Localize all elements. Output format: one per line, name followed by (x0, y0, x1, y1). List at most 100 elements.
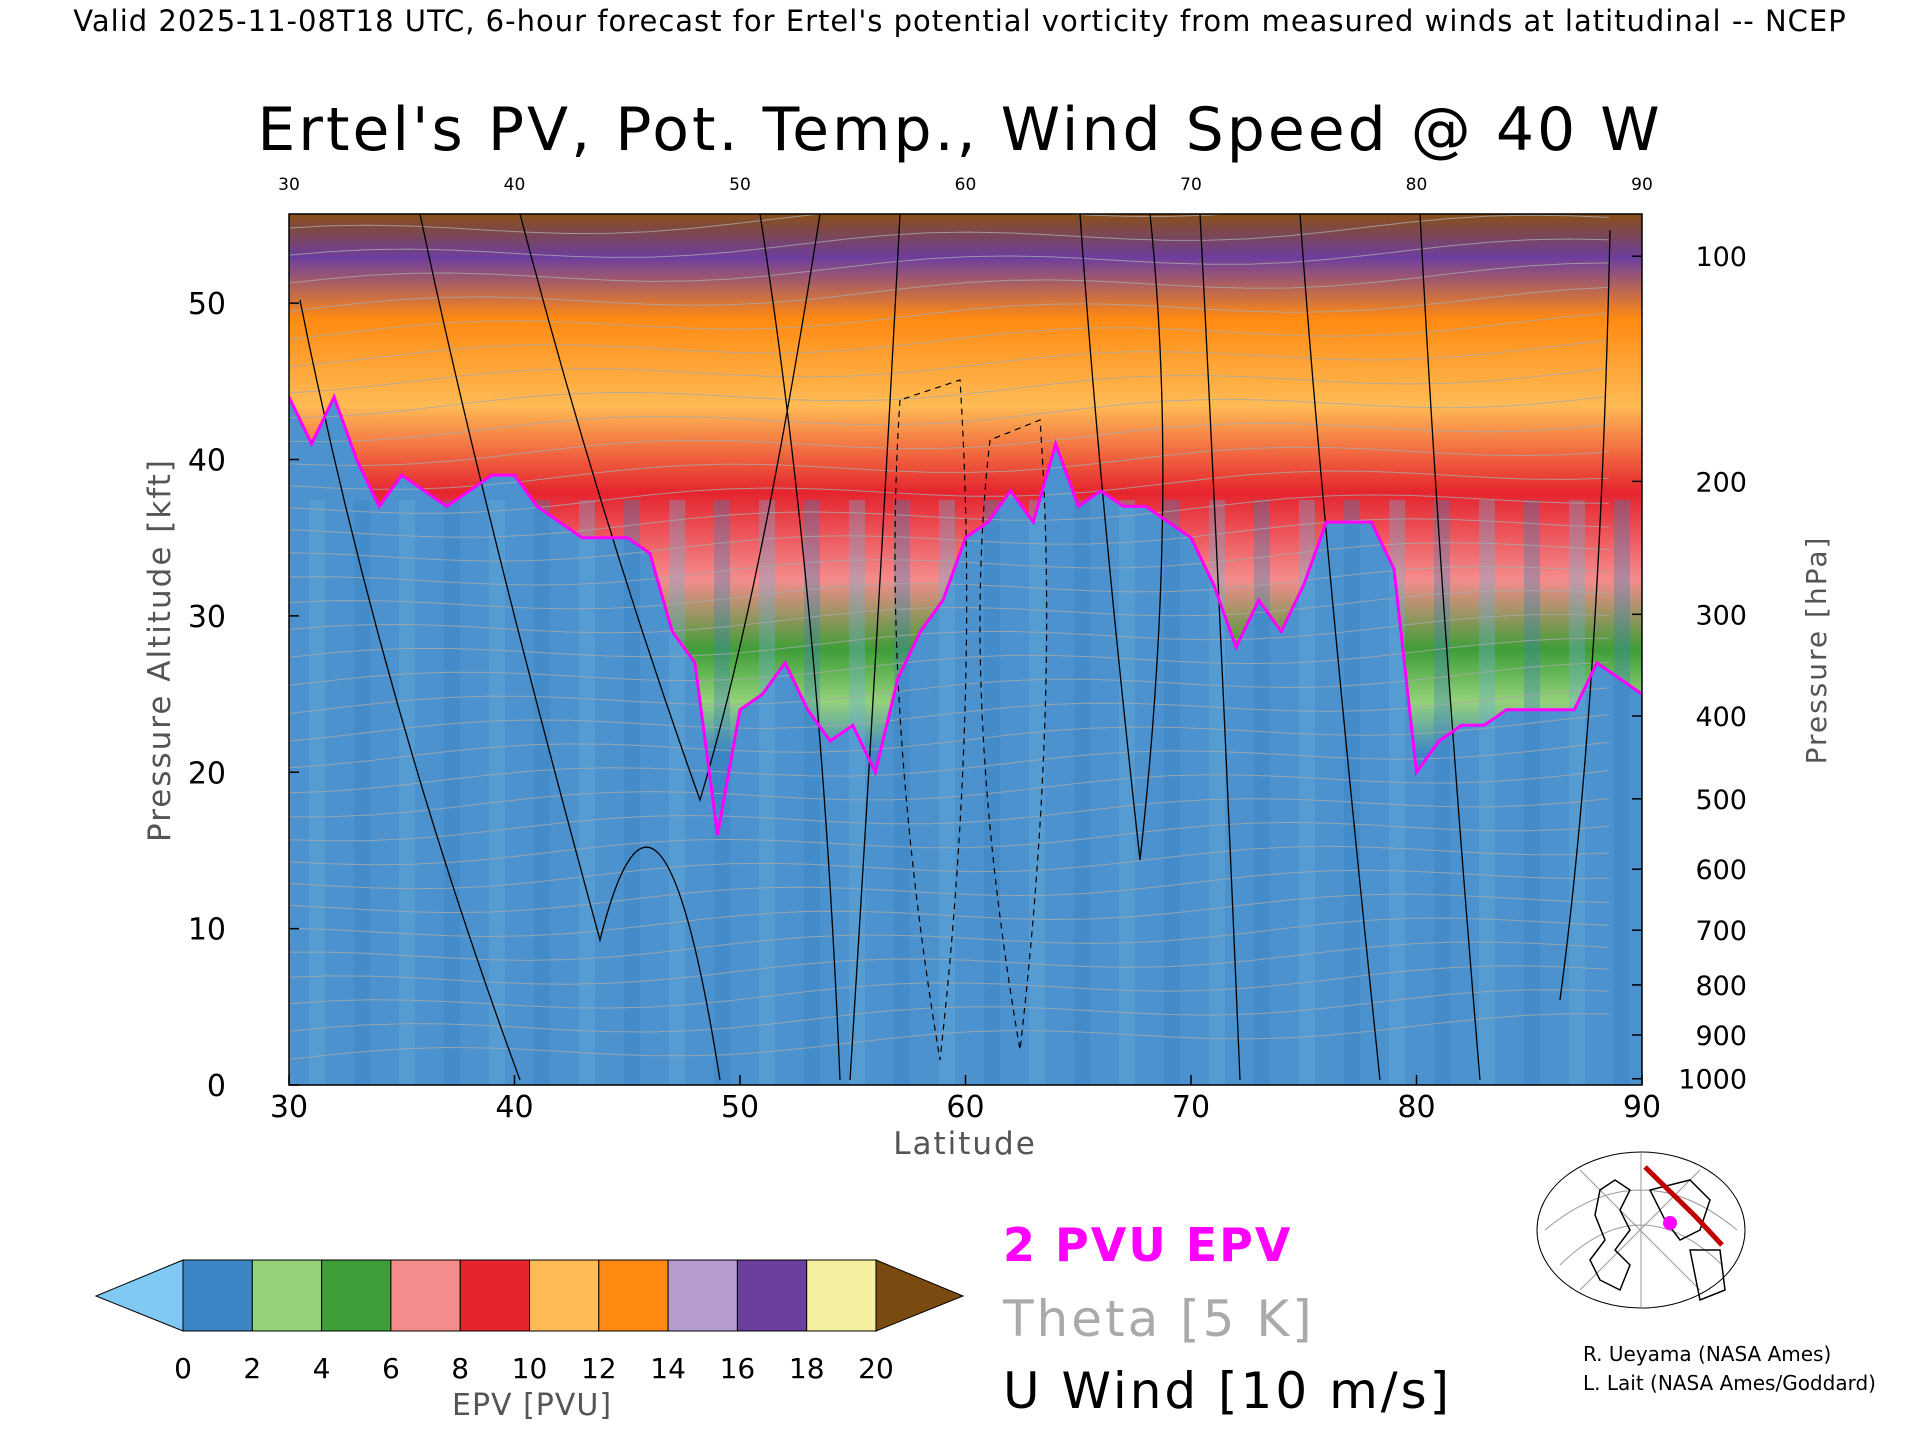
y-axis-label-right: Pressure [hPa] (1800, 536, 1833, 765)
troposphere-streak (939, 500, 955, 1085)
theta-contour (289, 714, 1610, 769)
y-tick-label: 10 (188, 913, 226, 948)
x-tick-label: 60 (946, 1090, 984, 1125)
u-wind-contour (1079, 214, 1164, 861)
colorbar-segment (736, 1259, 808, 1332)
colorbar-segment (667, 1259, 738, 1332)
troposphere-streak (1614, 500, 1630, 1085)
troposphere-streak (1119, 500, 1135, 1085)
theta-contour (289, 470, 1610, 514)
colorbar-tick-label: 0 (174, 1352, 192, 1385)
troposphere-streak (1479, 500, 1495, 1085)
theta-contour (289, 214, 1231, 235)
pressure-tick-label: 400 (1695, 702, 1747, 733)
colorbar-tick-label: 6 (382, 1352, 400, 1385)
troposphere-streak (1299, 500, 1315, 1085)
x-tick-label: 50 (721, 1090, 759, 1125)
u-wind-contours (299, 214, 1611, 1081)
x-tick-label: 40 (495, 1090, 533, 1125)
colorbar-tick-label: 2 (243, 1352, 261, 1385)
pressure-tick-label: 700 (1695, 916, 1747, 947)
u-wind-contour (419, 214, 721, 1081)
credit-line-2: L. Lait (NASA Ames/Goddard) (1583, 1371, 1876, 1395)
theta-contour (289, 262, 1610, 312)
x-top-tick-label: 50 (729, 175, 751, 195)
legend-u-wind: U Wind [10 m/s] (1003, 1362, 1453, 1420)
colorbar-segment (182, 1259, 253, 1332)
colorbar-tick-label: 12 (581, 1352, 617, 1385)
theta-contour (289, 494, 1610, 538)
x-tick-label: 80 (1397, 1090, 1435, 1125)
theta-contour (289, 339, 1610, 394)
troposphere-texture (309, 500, 1630, 1085)
legend-2pvu-epv: 2 PVU EPV (1003, 1218, 1293, 1272)
x-tick-label: 70 (1172, 1090, 1210, 1125)
axis-ticks (288, 255, 1643, 1086)
u-wind-negative-contour (894, 379, 968, 1061)
x-axis-label: Latitude (893, 1126, 1037, 1162)
theta-contour (289, 917, 1610, 961)
troposphere-streak (309, 500, 325, 1085)
legend-theta: Theta [5 K] (1003, 1290, 1315, 1348)
colorbar-tick-label: 16 (720, 1352, 756, 1385)
pressure-tick-label: 600 (1695, 855, 1747, 886)
x-tick-label: 30 (270, 1090, 308, 1125)
colorbar-under-arrow (94, 1259, 184, 1332)
y-tick-label: 30 (188, 600, 226, 635)
troposphere-streak (534, 500, 550, 1085)
x-top-tick-label: 60 (955, 175, 977, 195)
theta-contour (289, 312, 1610, 368)
theta-contour (289, 893, 1610, 938)
map-transect-line (1643, 1165, 1724, 1247)
theta-contour (289, 821, 1610, 866)
pressure-tick-label: 200 (1695, 467, 1747, 498)
troposphere-streak (1074, 500, 1090, 1085)
y-tick-label: 40 (188, 444, 226, 479)
colorbar-over-arrow (875, 1259, 965, 1332)
theta-contour (289, 965, 1610, 1010)
troposphere-streak (1029, 500, 1045, 1085)
x-top-tick-label: 40 (504, 175, 526, 195)
theta-contour (289, 687, 1610, 742)
axis-labels: 3030404050506060707080809090010203040501… (188, 175, 1747, 1125)
theta-contour (289, 518, 1610, 562)
troposphere-streak (984, 500, 1000, 1085)
pressure-tick-label: 100 (1695, 242, 1747, 273)
colorbar-segment (529, 1259, 600, 1332)
troposphere-streak (804, 500, 820, 1085)
theta-contour (289, 613, 1610, 660)
x-top-tick-label: 80 (1406, 175, 1428, 195)
x-top-tick-label: 30 (278, 175, 300, 195)
theta-contour (289, 845, 1610, 890)
colorbar-segment (321, 1259, 392, 1332)
theta-contour (289, 238, 1610, 285)
theta-contour (289, 1013, 1610, 1060)
troposphere-fill (289, 397, 1642, 1085)
troposphere-streak (1524, 500, 1540, 1085)
troposphere-streak (489, 500, 505, 1085)
u-wind-contour (1419, 214, 1481, 1081)
pressure-tick-label: 900 (1695, 1021, 1747, 1052)
colorbar-segment (459, 1259, 531, 1332)
y-tick-label: 50 (188, 287, 226, 322)
theta-contour (289, 589, 1610, 635)
x-top-tick-label: 70 (1180, 175, 1202, 195)
colorbar-tick-label: 20 (858, 1352, 894, 1385)
2pvu-tropopause-line (289, 393, 1642, 836)
troposphere-streak (399, 500, 415, 1085)
theta-contour (289, 286, 1610, 340)
troposphere-streak (714, 500, 730, 1085)
theta-contour (289, 869, 1610, 914)
chart-title: Ertel's PV, Pot. Temp., Wind Speed @ 40 … (257, 95, 1663, 165)
header-valid-line: Valid 2025-11-08T18 UTC, 6-hour forecast… (73, 4, 1847, 38)
y-tick-label: 20 (188, 756, 226, 791)
troposphere-streak (1209, 500, 1225, 1085)
theta-contour (289, 989, 1610, 1035)
troposphere-streak (894, 500, 910, 1085)
troposphere-streak (579, 500, 595, 1085)
map-location-marker (1663, 1216, 1677, 1230)
colorbar-segment (598, 1259, 669, 1332)
pressure-tick-label: 1000 (1678, 1065, 1747, 1096)
plot-area (288, 213, 1643, 1086)
